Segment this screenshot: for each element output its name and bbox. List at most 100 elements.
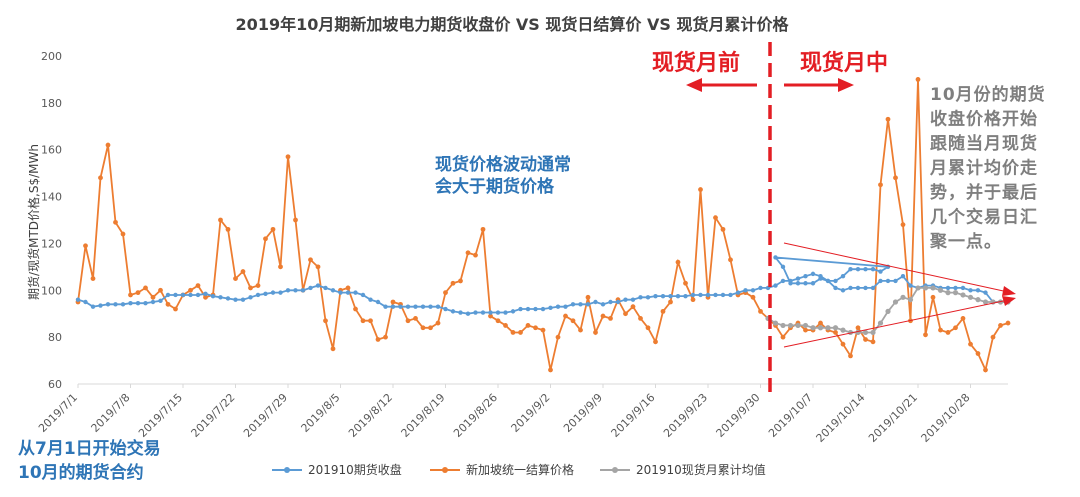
- gray-note-line: 月累计均价走: [929, 158, 1038, 179]
- futures-series-point: [683, 293, 688, 299]
- spot-series-point: [345, 285, 351, 291]
- legend-item: 201910现货月累计均值: [600, 462, 766, 477]
- y-tick-label: 160: [41, 144, 62, 157]
- futures-series-point: [893, 278, 898, 284]
- futures-series-point: [263, 291, 268, 296]
- futures-series-point: [540, 306, 546, 312]
- gray-note-line: 聚一点。: [929, 231, 1002, 252]
- futures-series-point: [795, 281, 801, 286]
- spot-series-point: [675, 259, 681, 265]
- chart-title: 2019年10月期新加坡电力期货收盘价 VS 现货日结算价 VS 现货月累计价格: [236, 15, 790, 34]
- spot-series-point: [98, 175, 103, 181]
- futures-series-point: [735, 290, 741, 295]
- futures-series-point: [863, 267, 868, 272]
- spot-series: [75, 77, 1011, 373]
- gray-note-line: 势，并于最后: [930, 182, 1038, 203]
- spot-series-point: [240, 269, 246, 274]
- spot-series-point: [120, 231, 126, 237]
- spot-series-point: [818, 320, 823, 326]
- spot-series-point: [465, 250, 471, 256]
- spot-series-point: [975, 351, 981, 356]
- futures-series-point: [833, 278, 838, 284]
- spot-series-point: [428, 325, 433, 331]
- x-tick-label: 2019/7/22: [189, 391, 238, 440]
- converge-arrow-upper: [783, 242, 1009, 293]
- spot-series-point: [608, 316, 613, 321]
- legend-swatch-marker: [442, 467, 448, 473]
- futures-series-point: [285, 288, 291, 293]
- series-lines: [75, 77, 1011, 373]
- spot-series-point: [690, 297, 696, 303]
- futures-series-point: [413, 304, 418, 309]
- spot-series-point: [308, 257, 313, 263]
- futures-series-point: [608, 299, 613, 305]
- spot-series-point: [623, 311, 628, 317]
- x-tick-label: 2019/10/14: [814, 391, 868, 445]
- futures-series-point: [780, 264, 786, 270]
- futures-series-point: [968, 288, 973, 293]
- spot-series-point: [143, 285, 148, 291]
- spot-series-point: [503, 323, 508, 328]
- spot-series-point: [315, 264, 321, 270]
- spot-series-point: [495, 318, 501, 324]
- futures-series-point: [758, 285, 763, 291]
- spot-series-point: [578, 327, 583, 333]
- spot-series-point: [728, 257, 733, 263]
- legend-label: 201910期货收盘: [308, 462, 402, 477]
- mtd-series-point: [787, 322, 794, 329]
- futures-series-point: [848, 285, 853, 291]
- mtd-series-point: [772, 320, 779, 326]
- blue-note-line: 会大于期货价格: [435, 176, 555, 197]
- futures-series-point: [953, 285, 958, 291]
- mtd-series-point: [952, 290, 959, 296]
- futures-series-point: [420, 304, 426, 309]
- futures-series-point: [330, 288, 336, 293]
- legend-item: 201910期货收盘: [272, 462, 402, 477]
- futures-series-point: [833, 285, 838, 291]
- futures-series-point: [293, 288, 298, 293]
- futures-series-point: [383, 304, 388, 309]
- futures-series-point: [255, 292, 261, 298]
- futures-series-point: [248, 295, 253, 300]
- futures-series-point: [360, 292, 366, 298]
- spot-series-point: [840, 341, 846, 347]
- spot-series-point: [353, 306, 358, 312]
- futures-series-point: [675, 293, 681, 299]
- x-tick-label: 2019/9/2: [508, 391, 552, 435]
- futures-series-point: [533, 306, 538, 312]
- futures-series-point: [390, 304, 396, 309]
- mtd-series-point: [795, 322, 801, 329]
- spot-series-point: [450, 280, 456, 286]
- spot-series-point: [278, 264, 283, 270]
- spot-series-point: [368, 318, 373, 324]
- gray-note-line: 跟随当月现货: [930, 133, 1038, 154]
- mtd-series-point: [817, 325, 824, 331]
- spot-series-point: [105, 142, 111, 148]
- spot-series-point: [165, 301, 171, 307]
- spot-series-point: [323, 318, 328, 324]
- spot-series-point: [413, 316, 418, 321]
- futures-series-point: [203, 291, 208, 296]
- futures-series-point: [300, 288, 306, 293]
- spot-series-point: [488, 313, 493, 319]
- futures-series-point: [548, 305, 553, 311]
- futures-series-point: [698, 292, 703, 298]
- spot-series-point: [510, 330, 516, 335]
- x-tick-label: 2019/7/1: [36, 391, 80, 435]
- legend-item: 新加坡统一结算价格: [430, 462, 574, 477]
- spot-series-point: [158, 287, 163, 293]
- futures-series-point: [158, 298, 163, 304]
- futures-series-point: [713, 292, 718, 298]
- x-tick-label: 2019/10/7: [766, 391, 815, 440]
- converge-arrow-lower: [783, 299, 1009, 348]
- spot-series-point: [188, 287, 193, 293]
- mtd-series-point: [870, 329, 876, 336]
- spot-series-point: [593, 330, 598, 335]
- spot-series-point: [218, 217, 223, 223]
- spot-series-point: [173, 306, 178, 312]
- futures-series-point: [795, 276, 801, 281]
- futures-series-point: [278, 290, 283, 295]
- futures-series-point: [705, 292, 711, 298]
- futures-series-point: [555, 304, 561, 309]
